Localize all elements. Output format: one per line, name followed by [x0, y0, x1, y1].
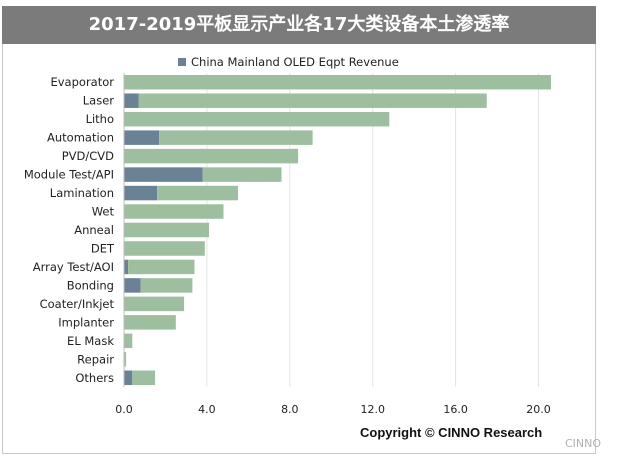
bar-segment-china-mainland [124, 370, 133, 386]
category-label: Array Test/AOI [33, 260, 114, 274]
bar-segment-other [124, 111, 390, 127]
bar-segment-other [132, 370, 156, 386]
labels: 0.0 4.0 8.0 12.0 16.0 20.0 Evaporator Laser Lith… [24, 75, 551, 416]
category-label: Lamination [50, 186, 114, 200]
bar-segment-other [124, 333, 133, 349]
category-label: Evaporator [50, 75, 114, 89]
category-label: Bonding [67, 278, 114, 292]
chart-title: 2017-2019平板显示产业各17大类设备本土渗透率 [2, 6, 596, 44]
bar-segment-other [157, 185, 238, 201]
bar-segment-other [124, 204, 224, 219]
bar-segment-other [124, 352, 127, 367]
bar-segment-other [124, 315, 176, 330]
category-label: Litho [86, 112, 114, 126]
x-tick-label: 16.0 [443, 403, 468, 416]
watermark-label: CINNO [565, 437, 601, 450]
x-tick-label: 4.0 [198, 403, 216, 416]
x-tick-label: 12.0 [360, 403, 385, 416]
legend: China Mainland OLED Eqpt Revenue [178, 55, 399, 69]
x-tick-label: 8.0 [281, 403, 299, 416]
category-label: PVD/CVD [62, 149, 114, 163]
chart-frame [2, 44, 596, 454]
bars [124, 74, 551, 386]
bar-segment-china-mainland [124, 278, 141, 293]
x-tick-label: 20.0 [526, 403, 551, 416]
x-tick-label: 0.0 [115, 403, 133, 416]
bar-segment-other [140, 278, 193, 293]
category-label: DET [91, 241, 115, 255]
bar-segment-other [124, 148, 299, 164]
category-label: Others [75, 371, 114, 385]
bar-segment-china-mainland [124, 259, 129, 275]
bar-segment-other [124, 241, 205, 256]
bar-segment-other [128, 259, 195, 275]
category-label: Automation [47, 131, 114, 145]
legend-label: China Mainland OLED Eqpt Revenue [191, 55, 399, 69]
bar-segment-other [138, 93, 487, 108]
bar-segment-other [159, 130, 313, 145]
category-label: EL Mask [67, 334, 114, 348]
category-label: Repair [77, 352, 114, 366]
bar-segment-other [124, 74, 551, 90]
category-label: Module Test/API [24, 168, 114, 182]
bar-segment-china-mainland [124, 93, 139, 108]
category-label: Coater/Inkjet [40, 297, 115, 311]
legend-swatch [178, 58, 186, 66]
category-label: Anneal [74, 223, 114, 237]
category-label: Wet [92, 205, 115, 219]
category-label: Laser [83, 94, 115, 108]
copyright-label: Copyright © CINNO Research [360, 425, 542, 440]
category-label: Implanter [58, 315, 114, 329]
bar-segment-other [202, 167, 282, 182]
bar-segment-china-mainland [124, 167, 203, 182]
bar-segment-other [124, 296, 185, 312]
bar-segment-china-mainland [124, 130, 160, 145]
bar-segment-china-mainland [124, 185, 158, 201]
bar-segment-other [124, 222, 209, 238]
